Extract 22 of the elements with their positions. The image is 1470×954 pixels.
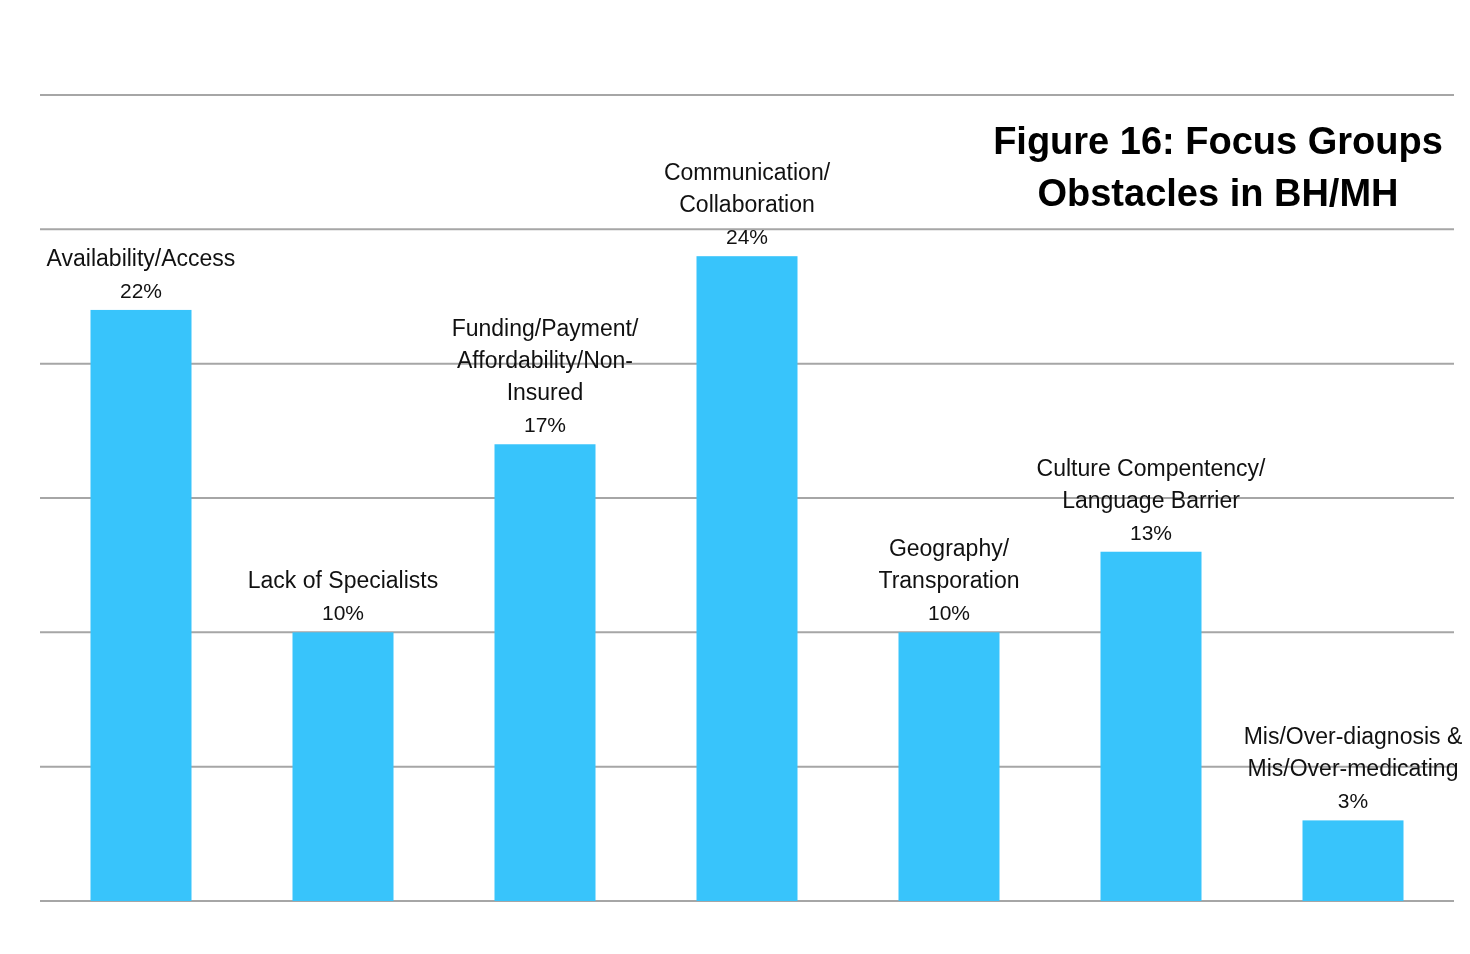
data-label: 22% [119,278,163,302]
x-tick-label: Lack of Specialists [247,567,439,594]
bar [696,256,798,901]
data-label: 13% [1129,520,1173,544]
bar [90,309,192,901]
x-tick-label: Availability/Access [46,244,236,271]
bar [1100,551,1202,901]
x-tick-label: Mis/Over-diagnosis & Mis/Over-medicating [1243,723,1463,782]
data-label: 17% [523,413,567,437]
data-label: 10% [321,601,365,625]
data-label: 10% [927,601,971,625]
data-label: 3% [1337,789,1369,813]
x-tick-label: Communication/Collaboration [663,159,831,218]
text: Figure 16: Focus Groups Obstacles in BH/MH [993,120,1443,214]
bar [1302,820,1404,901]
data-label: 24% [725,225,769,249]
bar [292,632,394,901]
x-tick-label: Geography/Transporation [878,535,1020,594]
x-tick-label: Funding/Payment/Affordability/Non-Insured [451,315,639,406]
bar [494,444,596,901]
x-tick-label: Culture Compentency/Language Barrier [1036,454,1267,513]
bar [898,632,1000,901]
